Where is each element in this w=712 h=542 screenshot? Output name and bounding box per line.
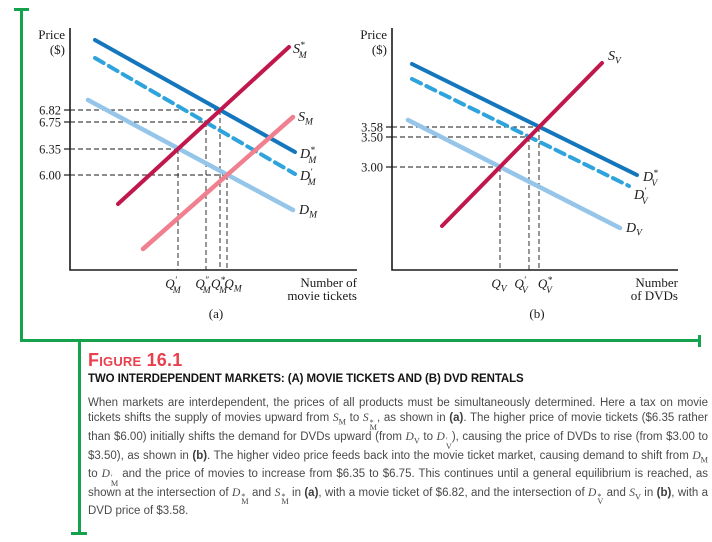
curve-label-D-prime-V: D′ V	[633, 187, 649, 207]
x-axis-title: of DVDs	[631, 288, 678, 303]
curve-label-D-M: DM	[298, 203, 318, 221]
figure-caption-body: When markets are interdependent, the pri…	[88, 397, 709, 518]
math-variable: SM	[332, 412, 346, 427]
math-variable: D * V	[588, 486, 604, 507]
curve-D-M	[85, 97, 296, 213]
panel-label: (b)	[529, 306, 544, 321]
math-variable: D ′ V	[436, 430, 452, 451]
price-tick-label: 6.00	[39, 169, 61, 183]
chart-panel-b: 3.58 Q* V 3.50 Q′ V 3.00 QV D* VD′ V DV SV Price($) Nu…	[360, 27, 678, 321]
curve-label-S-V: SV	[608, 49, 622, 67]
curve-D-prime-M	[93, 56, 297, 176]
curve-D-V	[405, 117, 623, 231]
price-tick-label: 3.00	[361, 161, 383, 175]
curve-label-D-V: DV	[625, 221, 643, 239]
figure-number-label: Figure 16.1	[88, 350, 183, 370]
x-axis-title: movie tickets	[287, 288, 357, 303]
price-tick-label: 3.58	[361, 121, 383, 135]
curve-S-V	[440, 61, 604, 228]
curve-label-D-prime-M: D′ M	[299, 168, 317, 188]
y-axis-title: ($)	[50, 42, 65, 57]
y-axis-title: ($)	[372, 42, 387, 57]
price-tick-label: 3.50	[361, 131, 383, 145]
x-axis-title: Number	[635, 275, 678, 290]
curve-S-M	[140, 114, 296, 252]
price-tick-label: 6.75	[39, 116, 61, 130]
green-rule-horizontal	[20, 339, 701, 342]
x-axis-title: Number of	[300, 275, 357, 290]
chart-panel-a: 6.82 Q* M 6.75 Q″ M 6.35 Q′ M 6.00 QM D* M D′ M DM S* M SM…	[38, 27, 357, 321]
y-axis-title: Price	[38, 27, 65, 42]
green-rule-right-tick	[698, 335, 701, 347]
math-variable: D ′ M	[101, 467, 119, 488]
figure-caption: Figure 16.1 TWO INTERDEPENDENT MARKETS: …	[88, 351, 708, 519]
y-axis-title: Price	[360, 27, 387, 42]
curve-D-prime-V	[410, 77, 631, 188]
curve-label-S-M: SM	[298, 110, 314, 128]
quantity-tick-label: QM	[224, 276, 242, 295]
math-variable: DV	[405, 430, 420, 446]
price-tick-label: 6.35	[39, 143, 61, 157]
figure-title: TWO INTERDEPENDENT MARKETS: (A) MOVIE TI…	[88, 373, 524, 385]
curve-label-S-star-M: S* M	[293, 41, 308, 61]
quantity-tick-label: Q* V	[538, 276, 553, 296]
math-variable: SV	[629, 486, 641, 501]
supply-demand-charts: 6.82 Q* M 6.75 Q″ M 6.35 Q′ M 6.00 QM D* M D′ M DM S* M SM…	[38, 27, 678, 321]
quantity-tick-label: Q′ M	[165, 276, 181, 296]
green-rule-left	[20, 8, 23, 341]
quantity-tick-label: QV	[491, 276, 507, 295]
math-variable: S * M	[362, 412, 378, 432]
quantity-tick-label: Q″ M	[195, 276, 211, 296]
math-variable: DM	[692, 449, 708, 464]
curve-label-D-star-V: D* V	[642, 169, 658, 189]
green-rule-caption-left	[78, 339, 81, 535]
curve-D-star-M	[93, 38, 297, 154]
panel-label: (a)	[209, 306, 223, 321]
curve-S-star-M	[116, 45, 291, 206]
curve-D-star-V	[410, 62, 639, 177]
curve-label-D-star-M: D* M	[299, 146, 317, 166]
axes	[391, 28, 678, 271]
math-variable: S * M	[274, 486, 289, 507]
price-tick-label: 6.82	[39, 104, 61, 118]
quantity-tick-label: Q′ V	[514, 276, 528, 296]
axes	[69, 28, 357, 271]
green-rule-bottom-tick	[71, 532, 87, 535]
quantity-tick-label: Q* M	[211, 276, 228, 296]
math-variable: D * M	[231, 486, 249, 507]
